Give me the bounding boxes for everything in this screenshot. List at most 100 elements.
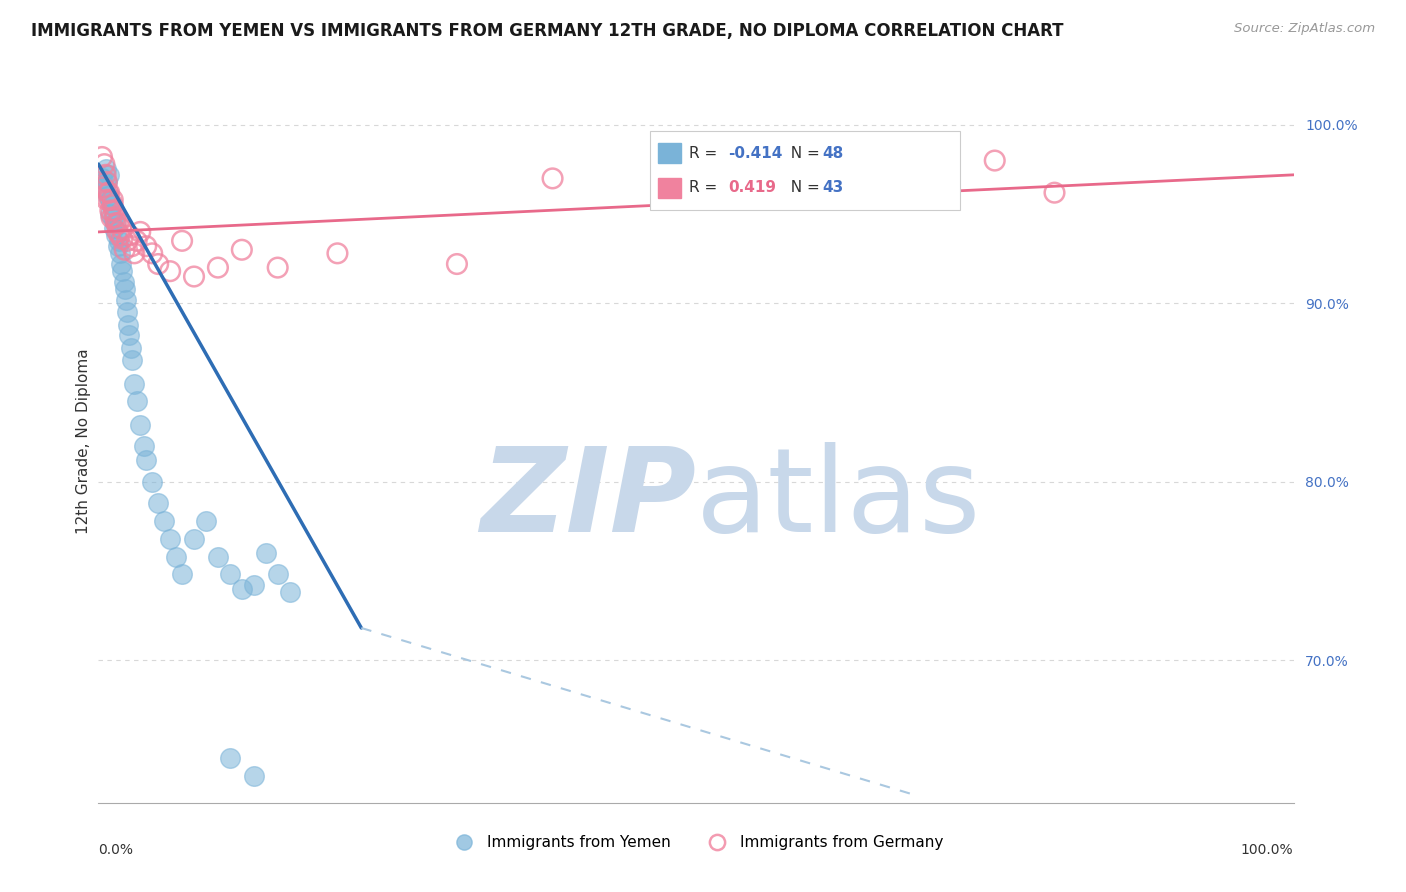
Text: ZIP: ZIP — [479, 442, 696, 557]
Point — [108, 246, 131, 260]
Point — [446, 257, 468, 271]
Text: atlas: atlas — [696, 442, 981, 557]
Point — [115, 234, 138, 248]
Point — [267, 260, 290, 275]
Point — [267, 567, 290, 582]
Point — [98, 203, 122, 218]
Point — [96, 175, 118, 189]
Y-axis label: 12th Grade, No Diploma: 12th Grade, No Diploma — [76, 349, 91, 534]
Point — [91, 150, 114, 164]
Point — [97, 189, 120, 203]
Point — [219, 751, 242, 765]
Point — [108, 228, 131, 243]
Point — [100, 211, 122, 225]
Point — [111, 232, 134, 246]
Point — [231, 243, 253, 257]
Point — [124, 376, 146, 391]
Point — [165, 549, 187, 564]
Point — [125, 394, 148, 409]
Point — [685, 162, 707, 177]
Point — [98, 193, 121, 207]
Point — [207, 549, 229, 564]
Point — [219, 567, 242, 582]
Text: 48: 48 — [823, 145, 844, 161]
Point — [183, 532, 205, 546]
Point — [117, 318, 139, 332]
Point — [984, 153, 1007, 168]
Point — [114, 243, 136, 257]
Point — [96, 193, 118, 207]
Point — [118, 228, 141, 243]
Point — [103, 221, 125, 235]
Point — [115, 293, 138, 307]
Point — [107, 234, 129, 248]
Point — [148, 496, 170, 510]
Point — [121, 353, 143, 368]
Point — [124, 246, 146, 260]
Point — [132, 439, 155, 453]
Point — [541, 171, 564, 186]
Point — [159, 264, 181, 278]
Point — [183, 269, 205, 284]
Point — [96, 175, 118, 189]
Point — [94, 168, 117, 182]
Point — [159, 532, 181, 546]
Point — [112, 275, 135, 289]
Point — [110, 221, 132, 235]
Point — [107, 225, 129, 239]
Point — [125, 234, 148, 248]
Point — [118, 328, 141, 343]
Text: 0.0%: 0.0% — [98, 843, 134, 856]
Point — [105, 228, 128, 243]
Point — [135, 453, 157, 467]
Point — [1043, 186, 1066, 200]
Text: -0.414: -0.414 — [728, 145, 783, 161]
Point — [101, 193, 124, 207]
Point — [129, 417, 152, 432]
Point — [98, 186, 121, 200]
Point — [111, 264, 134, 278]
Point — [153, 514, 176, 528]
Point — [98, 193, 122, 207]
Point — [93, 157, 115, 171]
Point — [107, 239, 129, 253]
Point — [98, 207, 122, 221]
Point — [243, 578, 266, 592]
Point — [103, 203, 125, 218]
Point — [207, 260, 229, 275]
Point — [110, 257, 132, 271]
Text: IMMIGRANTS FROM YEMEN VS IMMIGRANTS FROM GERMANY 12TH GRADE, NO DIPLOMA CORRELAT: IMMIGRANTS FROM YEMEN VS IMMIGRANTS FROM… — [31, 22, 1063, 40]
Point — [135, 239, 157, 253]
Text: Source: ZipAtlas.com: Source: ZipAtlas.com — [1234, 22, 1375, 36]
Text: 43: 43 — [823, 180, 844, 195]
Point — [141, 246, 163, 260]
Point — [326, 246, 349, 260]
Point — [243, 769, 266, 783]
Point — [148, 257, 170, 271]
Point — [93, 180, 115, 194]
Point — [100, 198, 122, 212]
Point — [101, 198, 124, 212]
Point — [107, 216, 129, 230]
Point — [231, 582, 253, 596]
Point — [254, 546, 277, 560]
Point — [91, 171, 114, 186]
Point — [141, 475, 163, 489]
Point — [94, 162, 117, 177]
Point — [104, 216, 127, 230]
Text: N =: N = — [780, 145, 824, 161]
Point — [172, 567, 194, 582]
Text: R =: R = — [689, 180, 723, 195]
Point — [98, 168, 121, 182]
Legend: Immigrants from Yemen, Immigrants from Germany: Immigrants from Yemen, Immigrants from G… — [443, 830, 949, 856]
Point — [129, 225, 152, 239]
Point — [114, 282, 136, 296]
Text: N =: N = — [780, 180, 824, 195]
Point — [97, 186, 120, 200]
Text: 0.419: 0.419 — [728, 180, 776, 195]
Point — [172, 234, 194, 248]
Point — [115, 305, 138, 319]
Point — [91, 180, 114, 194]
Text: R =: R = — [689, 145, 723, 161]
Point — [278, 585, 301, 599]
